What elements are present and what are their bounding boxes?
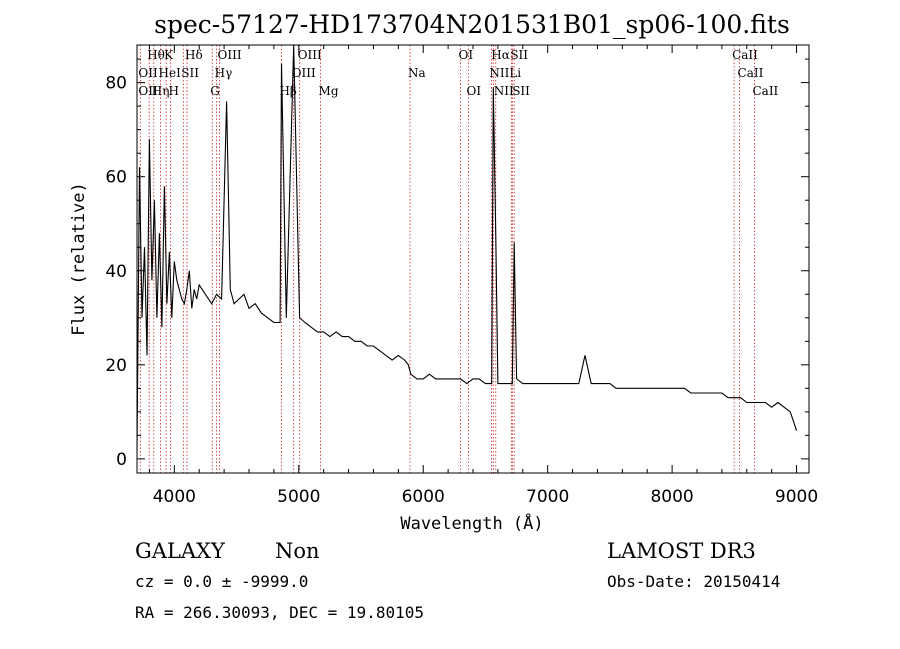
y-tick-label: 0 [116, 450, 127, 470]
redshift-text: cz = 0.0 ± -9999.0 [135, 572, 308, 591]
line-label: OI [467, 84, 482, 98]
line-label: CaII [738, 66, 764, 80]
x-tick-label: 7000 [526, 487, 569, 507]
object-class: GALAXY [135, 539, 226, 563]
y-axis: 0 20 40 60 80 [105, 58, 809, 470]
line-label: Hγ [215, 66, 233, 80]
line-label: H [168, 84, 178, 98]
line-label: CaII [732, 48, 758, 62]
line-label: SII [510, 48, 528, 62]
x-axis-label: Wavelength (Å) [400, 512, 543, 534]
line-label: OII [138, 66, 158, 80]
line-label: G [210, 84, 220, 98]
y-tick-label: 20 [105, 356, 127, 376]
radec-text: RA = 266.30093, DEC = 19.80105 [135, 603, 424, 622]
object-subclass: Non [275, 539, 320, 563]
line-label: Li [509, 66, 521, 80]
line-label: SII [181, 66, 199, 80]
chart-title: spec-57127-HD173704N201531B01_sp06-100.f… [154, 10, 790, 39]
y-tick-label: 80 [105, 74, 127, 94]
x-axis: 4000 5000 6000 7000 8000 9000 [148, 45, 818, 507]
line-label: Hα [491, 48, 510, 62]
line-label: K [164, 48, 174, 62]
spectrum-line [136, 44, 798, 450]
x-tick-label: 8000 [650, 487, 693, 507]
line-label: OI [459, 48, 474, 62]
x-tick-label: 9000 [775, 487, 818, 507]
survey-name: LAMOST DR3 [607, 539, 756, 563]
y-tick-label: 60 [105, 168, 127, 188]
x-tick-label: 4000 [153, 487, 196, 507]
y-axis-label: Flux (relative) [69, 182, 89, 336]
line-label: NII [494, 84, 514, 98]
line-label: NII [489, 66, 509, 80]
line-label: SII [512, 84, 530, 98]
line-label: OIII [292, 66, 316, 80]
y-tick-label: 40 [105, 262, 127, 282]
line-markers [139, 45, 755, 473]
line-label: Hδ [185, 48, 203, 62]
line-label: Hη [152, 84, 170, 98]
obs-date: Obs-Date: 20150414 [607, 572, 780, 591]
line-label: Hθ [147, 48, 165, 62]
line-label: CaII [752, 84, 778, 98]
line-label: HeI [159, 66, 182, 80]
line-label: Mg [319, 84, 339, 98]
x-tick-label: 6000 [402, 487, 445, 507]
line-label: OIII [218, 48, 242, 62]
line-label: Na [408, 66, 426, 80]
plot-frame [136, 44, 810, 474]
line-label: OIII [298, 48, 322, 62]
x-tick-label: 5000 [277, 487, 320, 507]
line-label: OII [138, 84, 158, 98]
